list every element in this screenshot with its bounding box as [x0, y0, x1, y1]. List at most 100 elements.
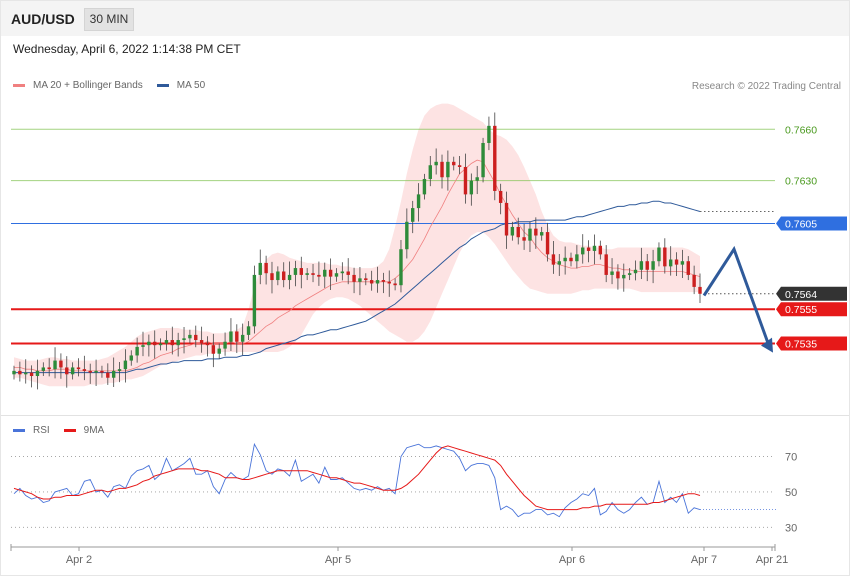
candle-body — [117, 369, 122, 371]
symbol-label: AUD/USD — [11, 11, 75, 27]
candle-body — [188, 334, 192, 339]
candle-body — [633, 269, 638, 274]
candle-body — [387, 281, 391, 284]
rsi-tick-50: 50 — [785, 487, 797, 499]
candle-body — [375, 280, 380, 284]
candle-body — [399, 249, 403, 286]
candle-body — [59, 360, 63, 368]
candle-body — [557, 261, 561, 265]
candle-body — [393, 283, 397, 286]
candle-body — [422, 178, 427, 195]
timestamp: Wednesday, April 6, 2022 1:14:38 PM CET — [13, 42, 241, 56]
candle-body — [469, 180, 474, 195]
candle-body — [405, 221, 409, 250]
candle-body — [158, 343, 163, 346]
candle-body — [199, 340, 204, 344]
candle-body — [604, 254, 608, 275]
price-label-0.7605: 0.7605 — [785, 219, 817, 231]
candle-body — [622, 274, 626, 279]
candle-body — [328, 269, 333, 277]
candle-body — [246, 326, 251, 335]
rsi-legend: RSI 9MA — [13, 425, 118, 436]
candle-body — [276, 271, 280, 281]
rsi-tick-70: 70 — [785, 452, 797, 464]
price-label-0.7564-tag — [776, 286, 847, 301]
candle-body — [170, 340, 175, 346]
x-tick-label: Apr 5 — [325, 554, 351, 566]
price-label-0.7535: 0.7535 — [785, 338, 817, 350]
candle-body — [340, 271, 345, 274]
candle-body — [446, 161, 450, 178]
candle-body — [475, 177, 479, 181]
candle-body — [311, 273, 315, 275]
candle-body — [293, 268, 298, 275]
candle-body — [674, 259, 679, 265]
price-label-0.7535-tag — [776, 336, 847, 351]
candle-body — [264, 262, 268, 274]
candle-body — [88, 370, 92, 373]
candle-body — [692, 274, 696, 287]
rsi-ma9-line — [13, 445, 701, 511]
candle-body — [498, 190, 503, 203]
candle-body — [539, 232, 544, 236]
candle-body — [551, 254, 556, 265]
candle-body — [528, 228, 532, 241]
candle-body — [287, 274, 292, 281]
candle-body — [698, 286, 702, 294]
candle-body — [24, 372, 28, 375]
candle-body — [217, 348, 221, 354]
candle-body — [346, 271, 350, 275]
candle-body — [575, 254, 579, 262]
price-label-0.7630: 0.7630 — [785, 176, 817, 188]
candle-body — [504, 202, 509, 236]
candle-body — [106, 372, 110, 378]
candle-body — [434, 161, 438, 166]
candle-body — [516, 226, 520, 238]
candle-body — [164, 340, 169, 344]
candle-body — [270, 273, 274, 281]
candle-body — [522, 237, 526, 241]
candle-body — [534, 228, 538, 236]
timeframe-button[interactable]: 30 MIN — [84, 8, 134, 31]
candle-body — [411, 208, 415, 222]
x-tick-label: Apr 2 — [66, 554, 92, 566]
candle-body — [639, 261, 644, 270]
candle-body — [463, 166, 468, 195]
candle-body — [663, 247, 667, 267]
ma20-line — [14, 159, 701, 372]
candle-body — [123, 360, 128, 370]
candle-body — [323, 269, 327, 277]
rsi-swatch — [13, 429, 25, 432]
candle-body — [305, 273, 309, 275]
candle-body — [352, 274, 356, 282]
forecast-arrow-head — [761, 337, 773, 353]
credit-text: Research © 2022 Trading Central — [691, 81, 841, 92]
candle-body — [223, 341, 227, 349]
candle-body — [41, 367, 46, 371]
candle-body — [586, 247, 591, 251]
x-tick-label: Apr 7 — [691, 554, 717, 566]
candle-body — [364, 278, 368, 281]
candle-body — [94, 370, 98, 373]
candle-body — [369, 280, 374, 284]
price-label-0.7660: 0.7660 — [785, 124, 817, 136]
candle-body — [680, 261, 685, 265]
candle-body — [35, 370, 40, 377]
candle-body — [581, 247, 585, 255]
candle-body — [53, 360, 57, 370]
candle-body — [616, 271, 620, 279]
candle-body — [610, 271, 614, 275]
candle-body — [182, 338, 186, 341]
candle-body — [440, 161, 444, 178]
price-label-0.7605-tag — [776, 216, 847, 231]
candle-body — [334, 273, 339, 277]
candle-body — [240, 334, 245, 342]
bollinger-band-fill — [14, 103, 700, 387]
candle-body — [598, 245, 603, 255]
candle-body — [592, 245, 597, 251]
candle-body — [299, 268, 303, 275]
candle-body — [235, 331, 239, 342]
candle-body — [29, 372, 34, 377]
candle-body — [129, 355, 133, 361]
